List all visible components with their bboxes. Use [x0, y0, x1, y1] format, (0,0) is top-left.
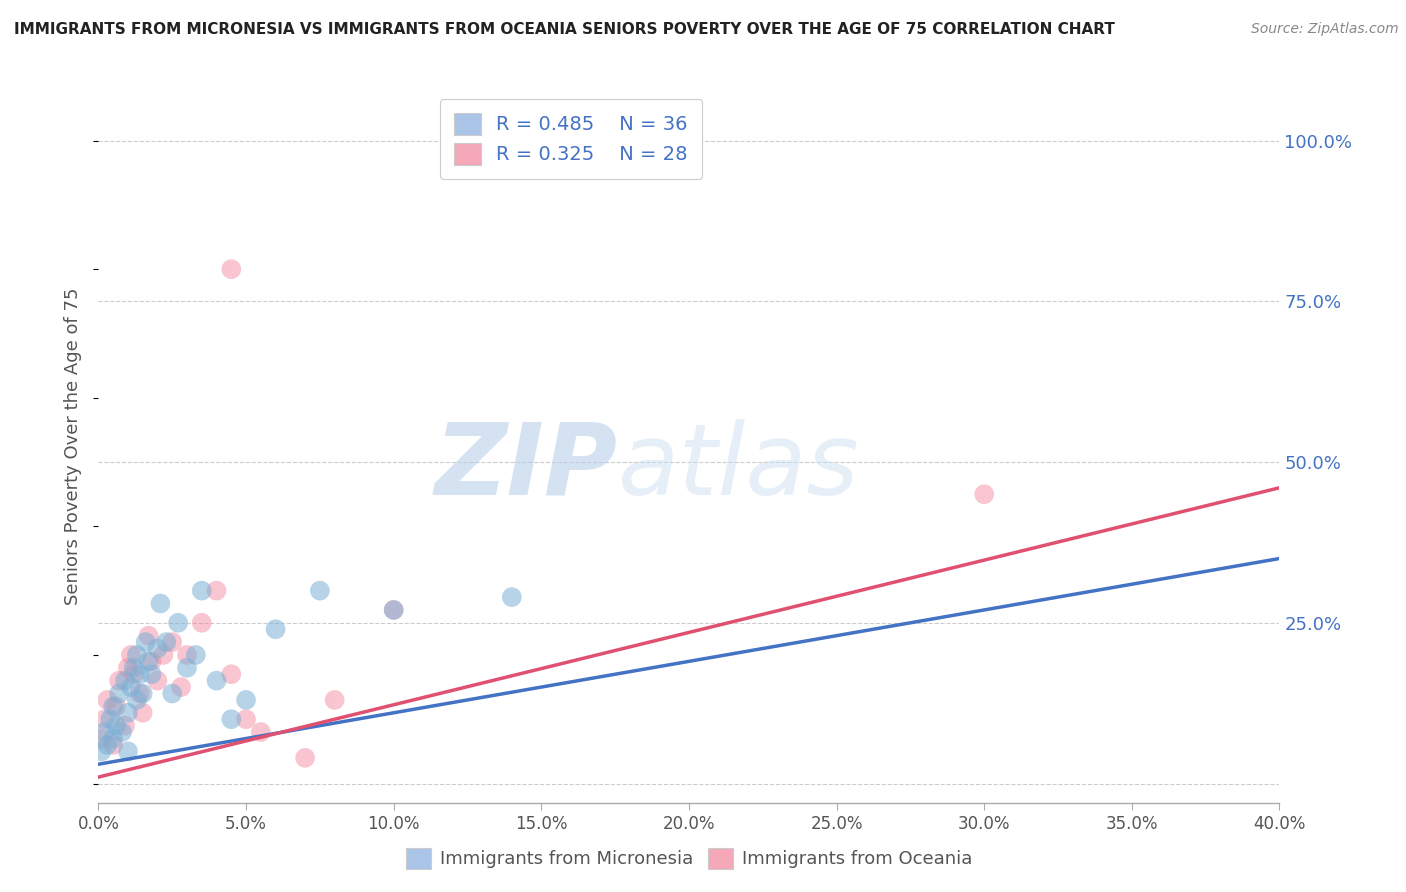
Point [122, 661, 145, 675]
Point [96, 693, 118, 707]
Point [152, 648, 174, 662]
Point [117, 744, 139, 758]
Text: atlas: atlas [619, 419, 859, 516]
Point [114, 673, 136, 688]
Point [120, 680, 142, 694]
Point [382, 603, 405, 617]
Point [191, 583, 214, 598]
Point [138, 654, 160, 668]
Point [235, 712, 257, 726]
Point [105, 719, 128, 733]
Point [108, 686, 131, 700]
Point [235, 693, 257, 707]
Point [108, 673, 131, 688]
Legend: Immigrants from Micronesia, Immigrants from Oceania: Immigrants from Micronesia, Immigrants f… [398, 840, 980, 876]
Point [250, 725, 273, 739]
Point [309, 583, 332, 598]
Point [501, 590, 523, 604]
Point [294, 751, 316, 765]
Point [103, 731, 125, 746]
Point [141, 654, 163, 668]
Point [221, 712, 243, 726]
Point [93, 725, 115, 739]
Point [125, 648, 148, 662]
Point [221, 262, 243, 277]
Point [103, 738, 125, 752]
Point [128, 686, 150, 700]
Point [105, 699, 128, 714]
Text: Source: ZipAtlas.com: Source: ZipAtlas.com [1251, 22, 1399, 37]
Point [973, 487, 995, 501]
Point [90, 731, 112, 746]
Point [98, 712, 121, 726]
Text: ZIP: ZIP [434, 419, 619, 516]
Point [176, 648, 198, 662]
Point [90, 744, 112, 758]
Point [264, 622, 287, 636]
Point [205, 583, 228, 598]
Point [323, 693, 346, 707]
Point [149, 597, 172, 611]
Point [138, 629, 160, 643]
Point [117, 706, 139, 720]
Point [141, 667, 163, 681]
Point [170, 680, 193, 694]
Point [146, 673, 169, 688]
Point [120, 648, 142, 662]
Point [155, 635, 177, 649]
Point [167, 615, 190, 630]
Point [146, 641, 169, 656]
Point [128, 667, 150, 681]
Point [103, 699, 125, 714]
Point [96, 738, 118, 752]
Point [162, 686, 183, 700]
Point [191, 615, 214, 630]
Point [176, 661, 198, 675]
Text: IMMIGRANTS FROM MICRONESIA VS IMMIGRANTS FROM OCEANIA SENIORS POVERTY OVER THE A: IMMIGRANTS FROM MICRONESIA VS IMMIGRANTS… [14, 22, 1115, 37]
Point [221, 667, 243, 681]
Y-axis label: Seniors Poverty Over the Age of 75: Seniors Poverty Over the Age of 75 [65, 287, 83, 605]
Point [382, 603, 405, 617]
Point [122, 667, 145, 681]
Point [93, 712, 115, 726]
Point [132, 706, 155, 720]
Point [111, 725, 134, 739]
Point [117, 661, 139, 675]
Point [205, 673, 228, 688]
Point [125, 693, 148, 707]
Point [114, 719, 136, 733]
Point [184, 648, 207, 662]
Point [162, 635, 183, 649]
Point [132, 686, 155, 700]
Point [135, 635, 157, 649]
